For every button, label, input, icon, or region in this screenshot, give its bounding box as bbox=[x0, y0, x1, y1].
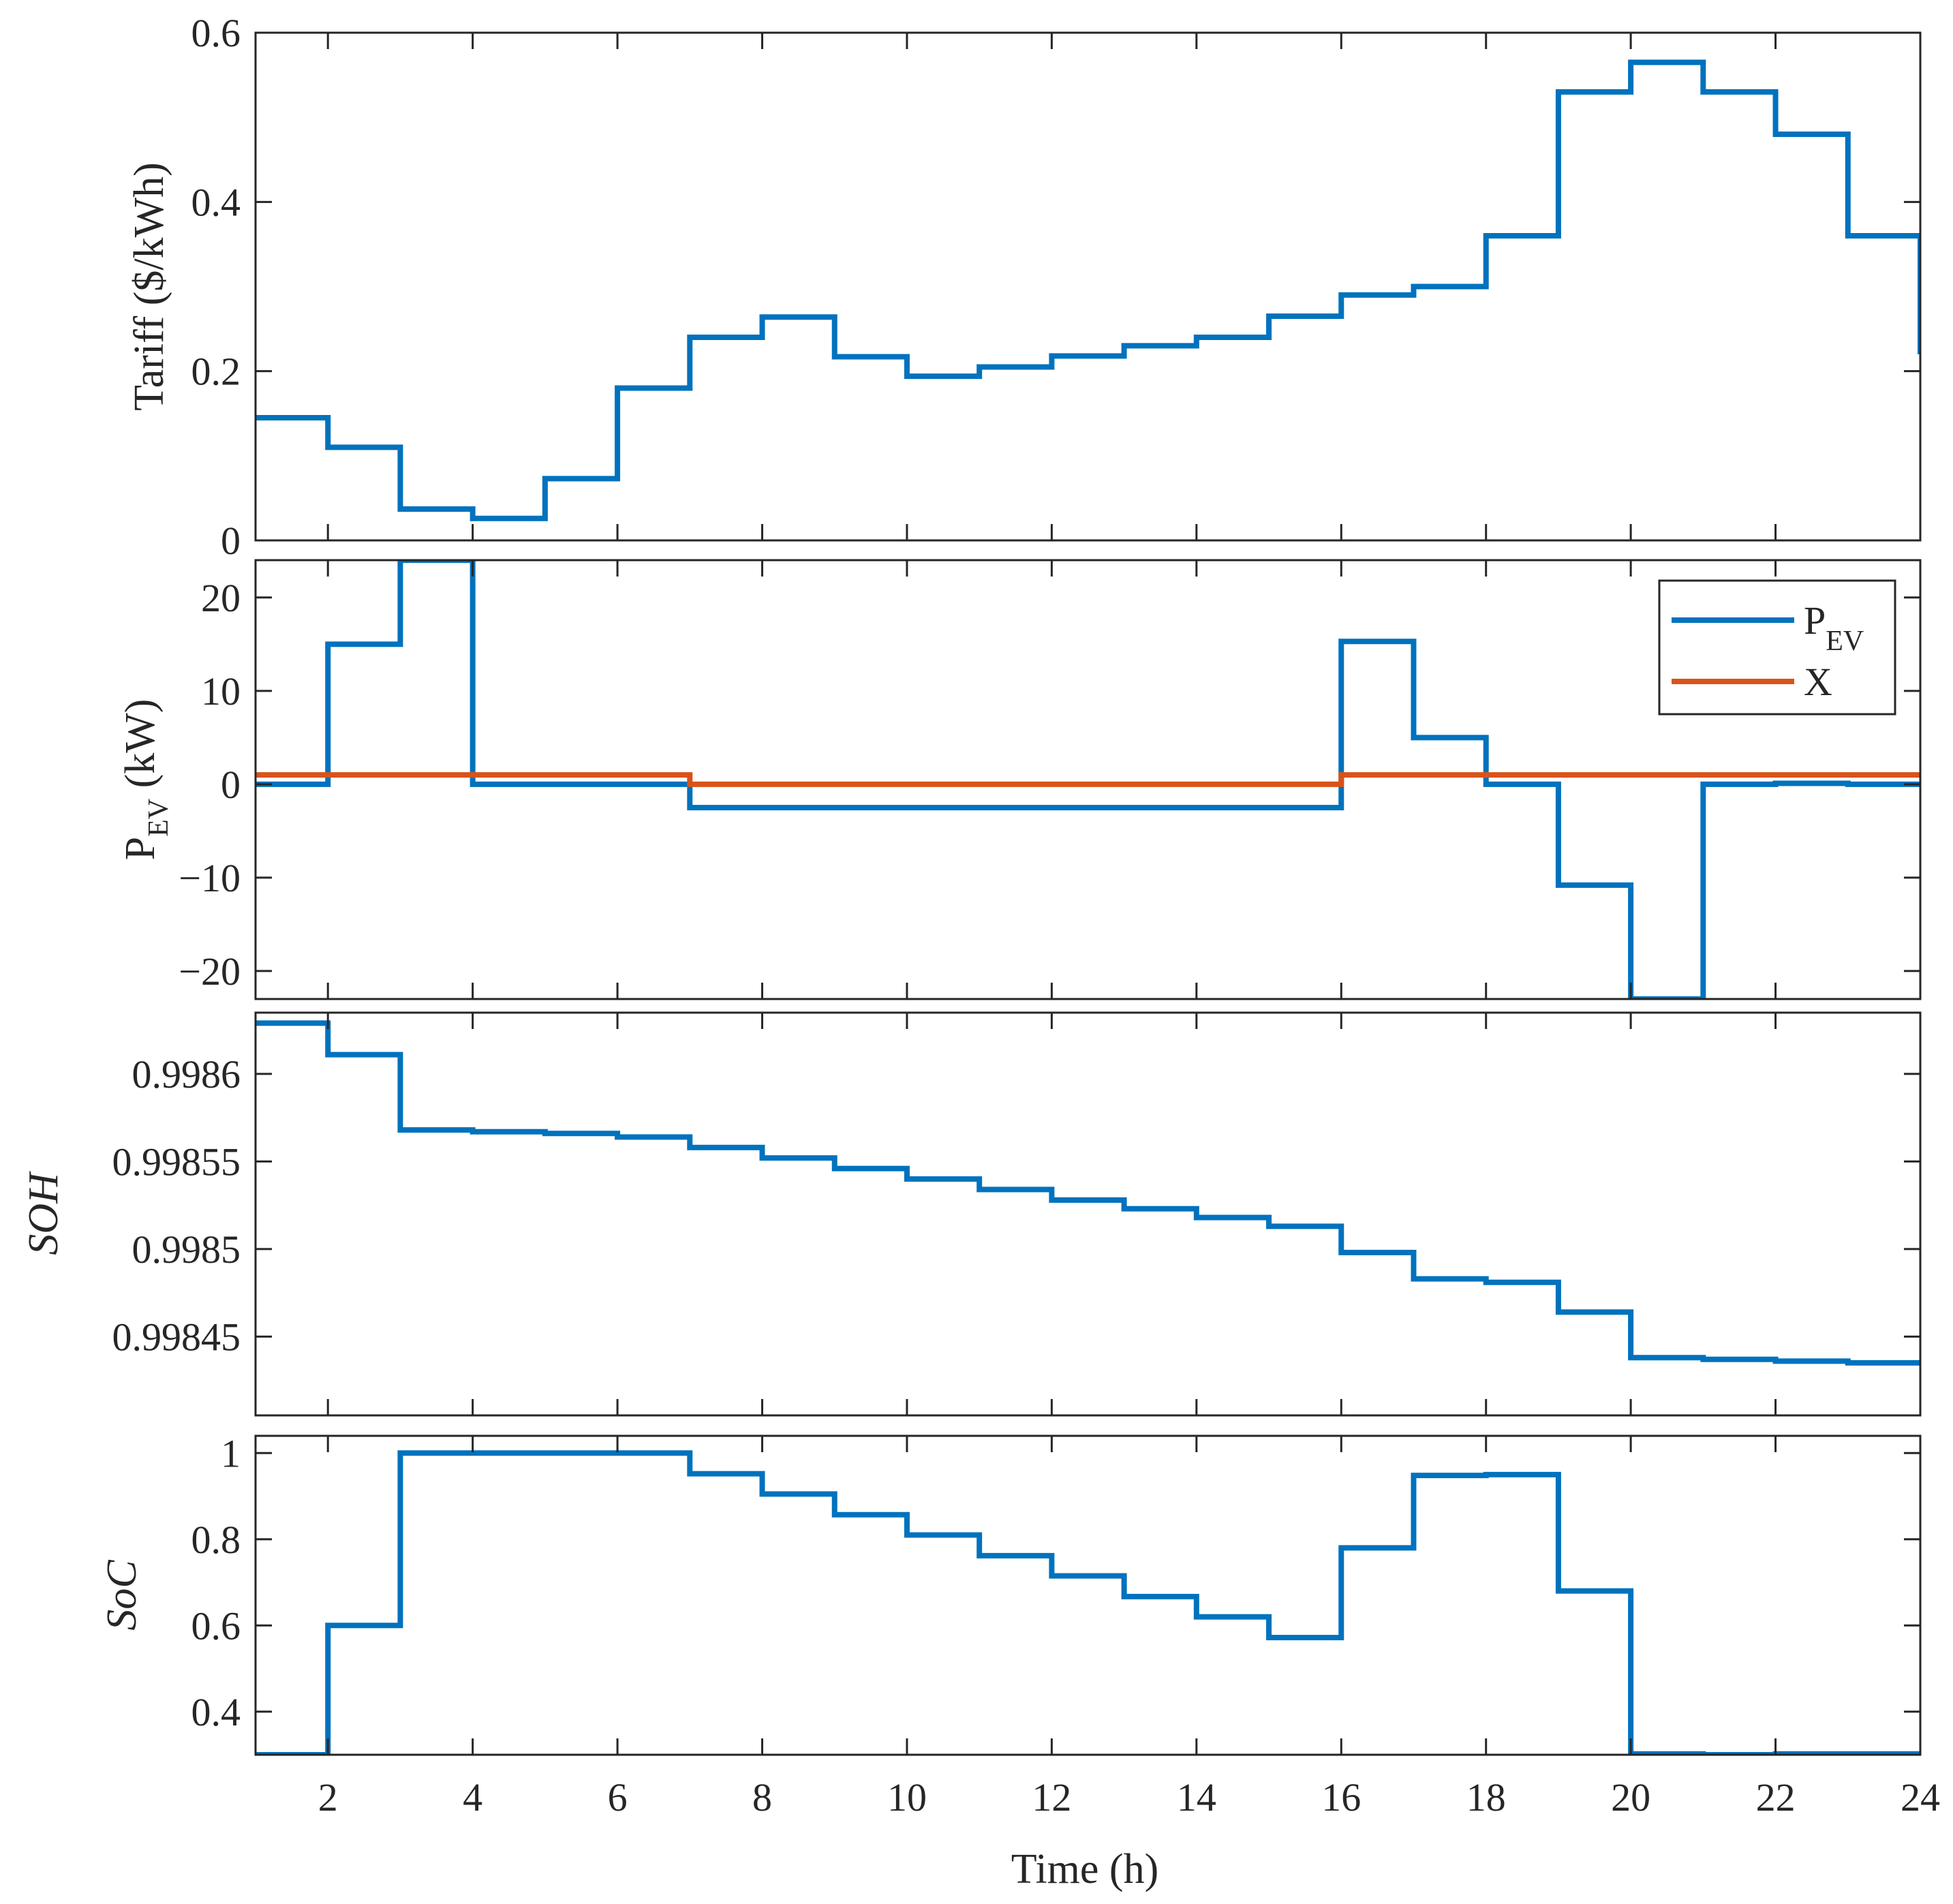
x-tick-label: 12 bbox=[1032, 1775, 1071, 1819]
axes-box bbox=[254, 559, 1922, 1000]
y-tick-label: 0.4 bbox=[191, 180, 241, 224]
y-tick-label: 10 bbox=[201, 669, 241, 713]
y-axis-label: Tariff ($/kWh) bbox=[126, 162, 172, 411]
x-tick-label: 10 bbox=[887, 1775, 927, 1819]
y-axis-label-main: Tariff ($/kWh) bbox=[126, 162, 172, 411]
axes-box bbox=[254, 1011, 1922, 1417]
axes-box bbox=[254, 1434, 1922, 1756]
y-axis-label-main: SOH bbox=[20, 1171, 67, 1255]
y-tick-label: −10 bbox=[179, 856, 241, 900]
x-tick-label: 24 bbox=[1901, 1775, 1940, 1819]
x-tick-label: 20 bbox=[1611, 1775, 1650, 1819]
y-axis-label-main: P bbox=[117, 837, 164, 860]
y-axis-label: SoC bbox=[99, 1560, 145, 1631]
y-axis-label: PEV (kW) bbox=[117, 699, 174, 861]
y-axis-label: SOH bbox=[20, 1171, 67, 1255]
y-tick-label: 0.4 bbox=[191, 1690, 241, 1734]
x-tick-label: 6 bbox=[608, 1775, 628, 1819]
series-p-ev bbox=[256, 560, 1920, 999]
y-tick-label: 0.6 bbox=[191, 11, 241, 55]
y-axis-label-main: SoC bbox=[99, 1560, 145, 1631]
panel-3: 0.99845 0.9985 0.99855 0.9986 SOH bbox=[20, 1011, 1922, 1417]
x-tick-label: 16 bbox=[1321, 1775, 1361, 1819]
x-tick-label: 8 bbox=[752, 1775, 772, 1819]
series-soc bbox=[256, 1450, 1920, 1755]
y-tick-label: 0.99855 bbox=[112, 1139, 241, 1184]
series-x bbox=[256, 772, 1920, 787]
y-tick-label: 0 bbox=[221, 519, 241, 563]
y-tick-label: 0.99845 bbox=[112, 1315, 241, 1359]
y-tick-label: 1 bbox=[221, 1431, 241, 1475]
x-axis-label: Time (h) bbox=[1011, 1846, 1158, 1892]
x-tick-label: 2 bbox=[318, 1775, 338, 1819]
y-tick-label: 0.2 bbox=[191, 350, 241, 394]
y-tick-label: 0.9985 bbox=[132, 1227, 241, 1272]
legend-box bbox=[1658, 579, 1896, 716]
panel-1: 0 0.2 0.4 0.6 Tariff ($/kWh) bbox=[126, 11, 1922, 563]
series-soh bbox=[256, 1020, 1920, 1366]
x-tick-label: 14 bbox=[1177, 1775, 1216, 1819]
y-tick-label: 0.9986 bbox=[132, 1052, 241, 1096]
legend-label-1: PEV bbox=[1804, 598, 1864, 657]
y-tick-label: 0.8 bbox=[191, 1518, 241, 1562]
axes-box bbox=[254, 31, 1922, 542]
legend-label-2: X bbox=[1804, 660, 1832, 704]
x-tick-label: 22 bbox=[1756, 1775, 1796, 1819]
series-tariff bbox=[256, 59, 1920, 521]
legend-label-subscript: EV bbox=[1826, 626, 1864, 657]
y-axis-label-unit: (kW) bbox=[117, 699, 164, 799]
x-tick-label: 4 bbox=[463, 1775, 482, 1819]
legend-label-main: X bbox=[1804, 660, 1832, 704]
y-tick-label: 0.6 bbox=[191, 1603, 241, 1648]
y-tick-label: −20 bbox=[179, 949, 241, 994]
y-axis-label-subscript: EV bbox=[143, 799, 174, 837]
legend-label-main: P bbox=[1804, 598, 1826, 643]
x-tick-label: 18 bbox=[1466, 1775, 1506, 1819]
y-tick-label: 0 bbox=[221, 763, 241, 807]
y-tick-label: 20 bbox=[201, 576, 241, 620]
